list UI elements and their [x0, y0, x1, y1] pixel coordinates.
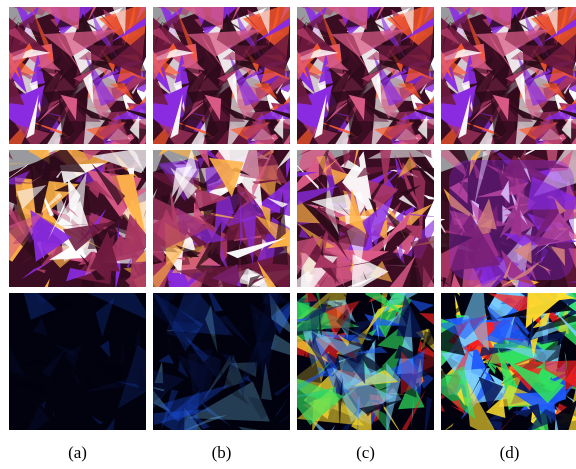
image-r2-a — [9, 150, 146, 287]
image-r3-c — [297, 293, 434, 430]
column-label-a: (a) — [68, 443, 87, 462]
column-label-d: (d) — [499, 443, 520, 462]
image-r3-d — [441, 293, 576, 430]
image-r2-c — [297, 150, 434, 287]
image-r1-c — [297, 7, 434, 144]
image-r2-b — [153, 150, 290, 287]
column-label-c: (c) — [356, 443, 375, 462]
image-r1-a — [9, 7, 146, 144]
image-r1-b — [153, 7, 290, 144]
image-r1-d — [441, 7, 576, 144]
image-r3-a — [9, 293, 146, 430]
column-label-b: (b) — [211, 443, 232, 462]
image-r3-b — [153, 293, 290, 430]
image-r2-d — [441, 150, 576, 287]
